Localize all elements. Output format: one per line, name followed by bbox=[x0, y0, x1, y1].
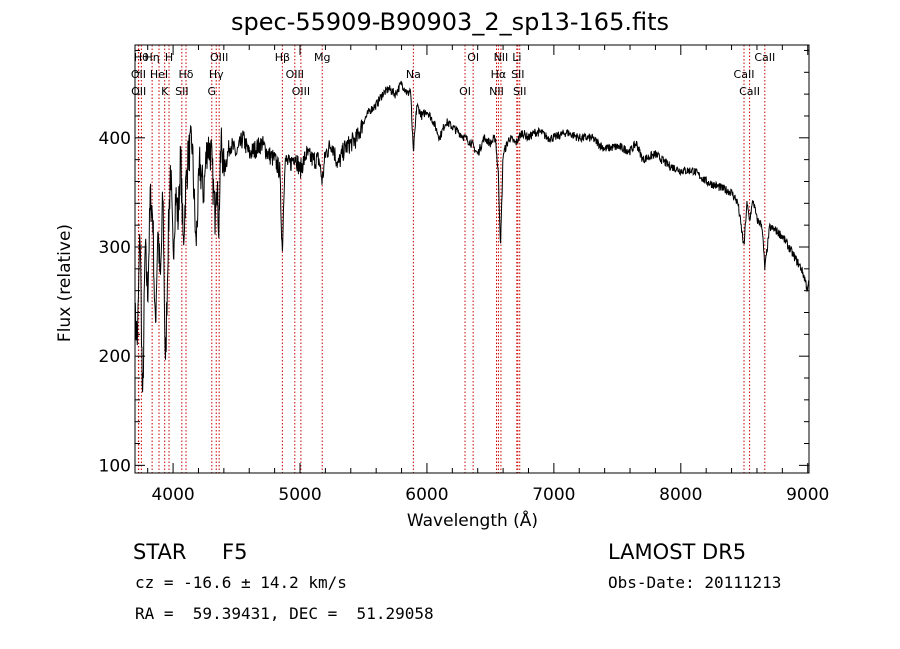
line-marker-label: K bbox=[161, 85, 169, 98]
line-marker-label: Hθ bbox=[134, 51, 149, 64]
x-tick-label: 8000 bbox=[659, 485, 702, 505]
y-tick-label: 200 bbox=[99, 347, 131, 367]
line-marker-label: OII bbox=[131, 85, 146, 98]
line-marker-label: CaII bbox=[754, 51, 775, 64]
object-type: STAR bbox=[133, 540, 187, 564]
y-axis-label: Flux (relative) bbox=[55, 223, 75, 343]
observation-date: Obs-Date: 20111213 bbox=[608, 573, 782, 592]
line-marker-label: SII bbox=[513, 85, 526, 98]
line-marker-label: Na bbox=[406, 68, 421, 81]
spectrum-series bbox=[134, 80, 810, 393]
line-marker-label: SII bbox=[175, 85, 188, 98]
line-marker-label: Mg bbox=[314, 51, 330, 64]
coordinates: RA = 59.39431, DEC = 51.29058 bbox=[135, 604, 434, 623]
line-marker-label: H bbox=[165, 51, 173, 64]
line-marker-label: Hγ bbox=[209, 68, 224, 81]
line-marker-label: OIII bbox=[286, 68, 304, 81]
line-marker-label: OIII bbox=[210, 51, 228, 64]
survey-name: LAMOST DR5 bbox=[608, 540, 747, 564]
emission-line-markers bbox=[137, 45, 766, 473]
line-marker-label: Hα bbox=[491, 68, 507, 81]
x-axis-label: Wavelength (Å) bbox=[406, 511, 539, 531]
y-axis-ticks: 100 200 300 400 bbox=[99, 49, 809, 476]
x-tick-label: 9000 bbox=[786, 485, 829, 505]
line-marker-label: HeI bbox=[150, 68, 168, 81]
chart-title: spec-55909-B90903_2_sp13-165.fits bbox=[231, 8, 669, 36]
line-marker-label: Hη bbox=[145, 51, 160, 64]
line-marker-label: OI bbox=[467, 51, 479, 64]
y-tick-label: 300 bbox=[99, 238, 131, 258]
line-labels: Hθ OII OII Hη HeI K H Hδ SII OIII Hγ G Hβ OIII OIII Mg N… bbox=[131, 51, 775, 98]
line-marker-label: OIII bbox=[292, 85, 310, 98]
x-tick-label: 4000 bbox=[151, 485, 194, 505]
y-tick-label: 100 bbox=[99, 456, 131, 476]
line-marker-label: CaII bbox=[739, 85, 760, 98]
x-tick-label: 5000 bbox=[278, 485, 321, 505]
plot-frame bbox=[134, 44, 810, 474]
line-marker-label: NII bbox=[489, 85, 504, 98]
x-tick-label: 7000 bbox=[532, 485, 575, 505]
line-marker-label: OII bbox=[131, 68, 146, 81]
line-marker-label: OI bbox=[459, 85, 471, 98]
y-tick-label: 400 bbox=[99, 129, 131, 149]
x-axis-ticks: 4000 5000 6000 7000 8000 9000 bbox=[147, 45, 829, 505]
line-marker-label: NII bbox=[494, 51, 509, 64]
line-marker-label: Li bbox=[512, 51, 521, 64]
object-subclass: F5 bbox=[222, 540, 248, 564]
line-marker-label: CaII bbox=[734, 68, 755, 81]
line-marker-label: G bbox=[208, 85, 217, 98]
line-marker-label: Hβ bbox=[275, 51, 290, 64]
line-marker-label: Hδ bbox=[179, 68, 194, 81]
line-marker-label: SII bbox=[511, 68, 524, 81]
y-axis-label-box: Flux (relative) bbox=[45, 208, 85, 358]
spectrum-line bbox=[134, 80, 810, 393]
redshift-info: cz = -16.6 ± 14.2 km/s bbox=[135, 573, 347, 592]
x-tick-label: 6000 bbox=[405, 485, 448, 505]
